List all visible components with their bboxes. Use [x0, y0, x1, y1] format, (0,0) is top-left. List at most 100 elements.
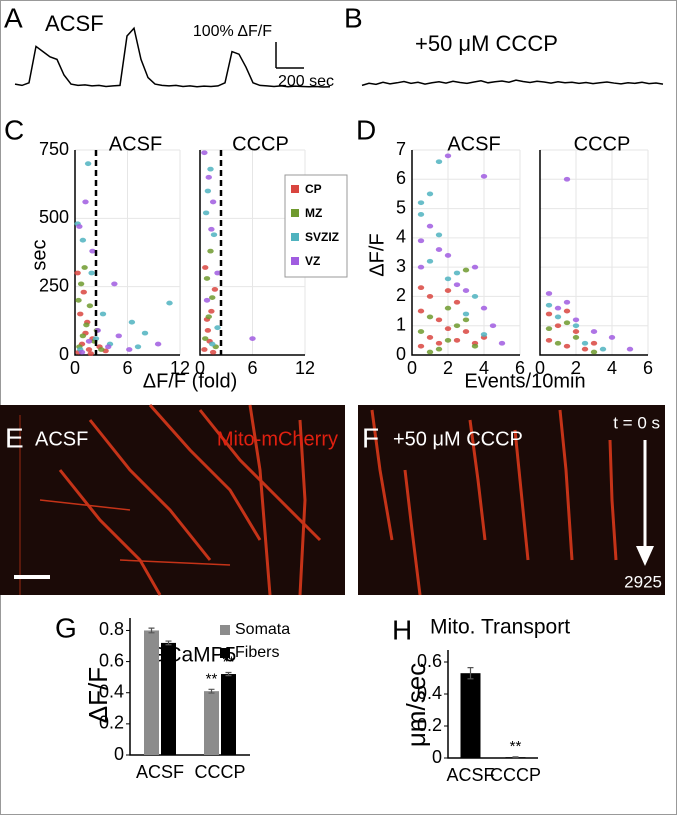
point	[572, 329, 580, 334]
point	[249, 336, 256, 341]
legend-swatch	[220, 625, 230, 635]
point	[134, 344, 142, 350]
point	[563, 176, 571, 182]
kymograph-e: E ACSF Mito-mCherry	[0, 404, 345, 596]
x-tick-label: 0	[195, 358, 205, 378]
kymo-title: ACSF	[35, 428, 88, 450]
point	[126, 347, 133, 352]
trace	[361, 79, 664, 87]
point	[209, 295, 216, 300]
subplot-title: ACSF	[447, 133, 500, 155]
chart-title: Mito. Transport	[430, 616, 570, 639]
x-tick-label: 12	[170, 358, 190, 378]
point	[608, 335, 616, 340]
time-arrow-head	[636, 546, 654, 566]
point	[75, 297, 82, 303]
point	[154, 341, 162, 347]
point	[80, 289, 87, 295]
point	[79, 237, 87, 243]
point	[545, 311, 553, 317]
point	[417, 308, 425, 314]
y-axis-label: ΔF/F	[83, 667, 113, 723]
point	[563, 299, 571, 305]
point	[554, 323, 562, 329]
trace	[14, 26, 331, 88]
point	[563, 308, 571, 314]
point	[77, 311, 84, 317]
point	[572, 335, 580, 340]
point	[207, 166, 214, 172]
point	[98, 347, 105, 352]
y-tick-label: 0	[59, 344, 69, 364]
point	[92, 336, 100, 341]
point	[74, 270, 81, 276]
point	[426, 335, 434, 340]
point	[426, 349, 434, 355]
kymo-time-end: 2925	[624, 572, 662, 591]
panel-label: E	[5, 422, 24, 453]
point	[203, 297, 211, 303]
point	[554, 340, 562, 346]
point	[545, 302, 553, 308]
point	[128, 319, 136, 325]
point	[590, 349, 598, 355]
point	[204, 328, 212, 333]
point	[202, 336, 209, 341]
point	[205, 174, 212, 180]
kymograph-streaks	[370, 409, 618, 596]
point	[489, 323, 497, 329]
point	[545, 326, 553, 332]
point	[83, 322, 90, 328]
x-tick-label: 2	[571, 358, 581, 378]
significance: **	[510, 738, 522, 755]
x-tick-label: 2	[443, 358, 453, 378]
trace-title: +50 μM CCCP	[415, 31, 558, 56]
significance: **	[206, 670, 218, 687]
point	[444, 253, 452, 258]
point	[214, 270, 221, 276]
point	[76, 224, 83, 229]
point	[201, 150, 208, 156]
point	[480, 305, 488, 311]
point	[480, 173, 488, 179]
y-tick-label: 0.6	[417, 651, 442, 671]
x-tick-label: CCCP	[490, 765, 541, 785]
point	[209, 349, 217, 355]
point	[77, 281, 85, 287]
panel-label: D	[356, 114, 376, 145]
point	[435, 317, 443, 323]
legend-label: VZ	[305, 254, 320, 268]
point	[210, 232, 218, 238]
point	[78, 349, 86, 355]
point	[462, 317, 470, 323]
panel-label: B	[344, 2, 363, 33]
point	[444, 337, 452, 343]
point	[426, 294, 434, 299]
point	[201, 347, 208, 352]
point	[435, 159, 443, 165]
x-tick-label: 4	[479, 358, 489, 378]
point	[426, 314, 434, 320]
point	[554, 305, 562, 311]
kymo-title: +50 μM CCCP	[393, 428, 523, 450]
kymograph-f: F +50 μM CCCP t = 0 s 2925	[358, 405, 665, 596]
subplot-title: CCCP	[232, 133, 289, 155]
y-axis-label: μm/sec	[401, 663, 431, 747]
point	[545, 337, 553, 343]
point	[572, 323, 580, 329]
y-tick-label: 5	[396, 197, 406, 217]
kymo-channel: Mito-mCherry	[217, 428, 338, 450]
point	[426, 223, 434, 229]
x-tick-label: 4	[607, 358, 617, 378]
point	[85, 338, 93, 344]
point	[203, 276, 211, 281]
point	[111, 281, 118, 287]
point	[462, 311, 470, 317]
x-tick-label: ACSF	[446, 765, 494, 785]
legend-label: Somata	[235, 621, 290, 638]
x-tick-label: 6	[122, 358, 132, 378]
legend-label: Fibers	[235, 644, 279, 661]
kymograph-streaks	[19, 404, 322, 596]
y-axis-label: ΔF/F	[366, 233, 388, 276]
point	[444, 153, 452, 159]
